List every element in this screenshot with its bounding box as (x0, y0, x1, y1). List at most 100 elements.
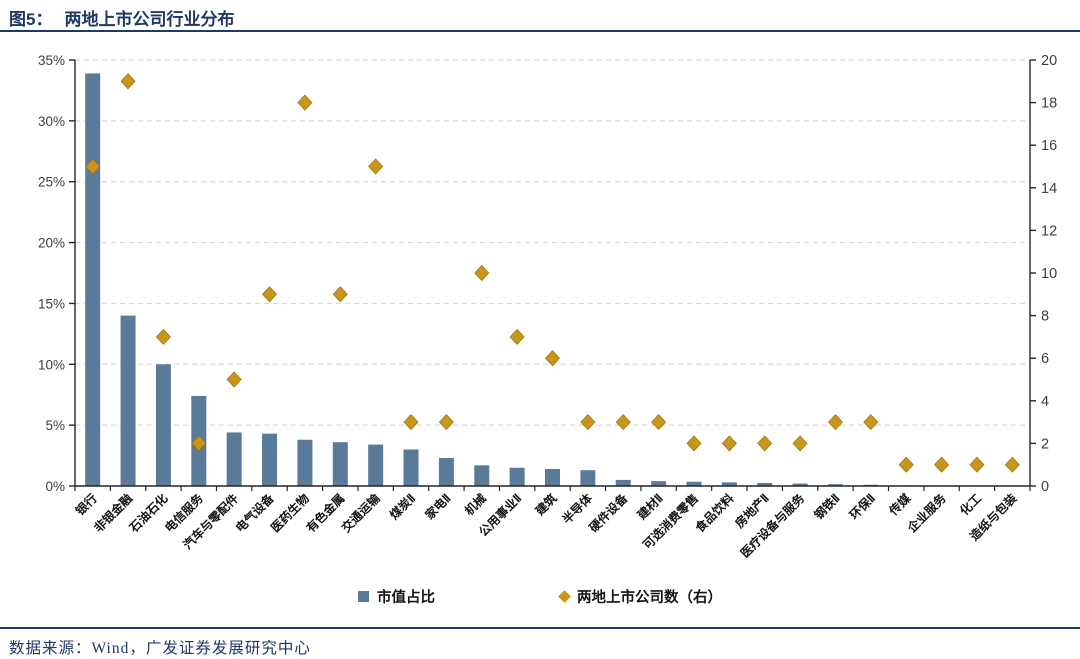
left-axis-tick-label: 25% (38, 175, 65, 190)
right-axis-tick-label: 18 (1041, 96, 1057, 112)
diamond-point-可选消费零售 (686, 435, 702, 452)
diamond-point-医疗设备与服务 (792, 435, 808, 452)
bar-房地产Ⅱ (757, 482, 773, 486)
diamond-point-汽车与零配件 (226, 371, 242, 388)
legend-label-market-cap-share: 市值占比 (377, 590, 435, 606)
diamond-point-企业服务 (934, 456, 950, 473)
legend-item-market-cap-share: 市值占比 (358, 586, 435, 607)
footer-divider (0, 627, 1080, 629)
category-label-煤炭Ⅱ: 煤炭Ⅱ (386, 491, 418, 523)
legend-item-dual-listed-count: 两地上市公司数（右） (558, 586, 722, 607)
bar-银行 (85, 73, 101, 486)
left-axis-tick-label: 20% (38, 236, 65, 251)
category-label-硬件设备: 硬件设备 (586, 490, 631, 535)
diamond-point-煤炭Ⅱ (403, 414, 419, 431)
legend-label-dual-listed-count: 两地上市公司数（右） (577, 590, 722, 606)
bar-电气设备 (262, 433, 278, 486)
chart-legend: 市值占比 两地上市公司数（右） (0, 586, 1080, 607)
diamond-point-食品饮料 (721, 435, 737, 452)
left-axis-tick-label: 15% (38, 296, 65, 311)
diamond-point-建材Ⅱ (651, 414, 667, 431)
right-axis-tick-label: 4 (1041, 394, 1049, 410)
diamond-point-造纸与包装 (1004, 456, 1020, 473)
right-axis-tick-label: 16 (1041, 138, 1057, 154)
category-label-环保Ⅱ: 环保Ⅱ (846, 491, 878, 523)
right-axis-tick-label: 20 (1041, 53, 1057, 69)
category-label-非银金融: 非银金融 (91, 491, 136, 536)
diamond-point-机械 (474, 264, 490, 282)
category-label-化工: 化工 (956, 491, 984, 519)
category-label-企业服务: 企业服务 (903, 490, 949, 536)
right-axis-tick-label: 14 (1041, 181, 1057, 197)
diamond-point-公用事业Ⅱ (509, 328, 525, 345)
category-label-食品饮料: 食品饮料 (691, 491, 736, 536)
category-label-医疗设备与服务: 医疗设备与服务 (737, 490, 808, 561)
category-label-机械: 机械 (461, 491, 489, 519)
bar-有色金属 (332, 442, 348, 486)
bar-食品饮料 (721, 482, 737, 486)
right-axis-tick-label: 8 (1041, 309, 1049, 325)
bar-家电Ⅱ (438, 458, 454, 486)
right-axis-tick-label: 0 (1041, 479, 1049, 495)
diamond-point-银行 (85, 158, 101, 175)
industry-distribution-chart: 0% 5% 10% 15% 20% 25% 30% 35% 0 2 4 6 8 10 12 14 16 18 20 银… (38, 53, 1057, 561)
diamond-point-传媒 (898, 456, 914, 473)
diamond-series-marker-icon (558, 590, 571, 603)
bar-医药生物 (297, 439, 313, 486)
bar-医疗设备与服务 (792, 483, 808, 486)
category-label-石油石化: 石油石化 (125, 491, 170, 536)
diamond-point-电信服务 (191, 435, 207, 452)
diamond-point-房地产Ⅱ (757, 435, 773, 452)
data-source: 数据来源：Wind，广发证券发展研究中心 (9, 640, 311, 657)
category-label-建材Ⅱ: 建材Ⅱ (633, 491, 665, 523)
left-axis-tick-label: 35% (38, 53, 65, 68)
diamond-point-交通运输 (368, 158, 384, 175)
right-axis-tick-label: 2 (1041, 436, 1049, 452)
diamond-point-钢铁Ⅱ (827, 414, 844, 431)
diamond-point-建筑 (544, 350, 561, 367)
bar-石油石化 (155, 364, 171, 486)
category-label-建筑: 建筑 (531, 491, 559, 519)
category-label-钢铁Ⅱ: 钢铁Ⅱ (811, 491, 843, 523)
diamond-point-环保Ⅱ (863, 414, 879, 431)
figure-title: 图5： 两地上市公司行业分布 (9, 5, 234, 30)
diamond-point-电气设备 (261, 286, 278, 303)
category-label-传媒: 传媒 (885, 490, 914, 519)
diamond-point-半导体 (580, 414, 596, 431)
right-axis-tick-label: 10 (1041, 266, 1057, 282)
figure-number-label: 图5： (9, 10, 53, 29)
diamond-point-非银金融 (120, 73, 136, 90)
bar-汽车与零配件 (226, 432, 242, 486)
title-divider (0, 30, 1080, 32)
right-axis-tick-label: 6 (1041, 351, 1049, 367)
diamond-point-有色金属 (332, 286, 348, 303)
bar-建材Ⅱ (651, 481, 667, 486)
bar-半导体 (580, 470, 596, 486)
bar-可选消费零售 (686, 481, 702, 486)
bar-交通运输 (368, 444, 384, 486)
diamond-point-医药生物 (297, 94, 313, 111)
left-axis-tick-label: 30% (38, 114, 65, 129)
bar-非银金融 (120, 315, 136, 486)
diamond-point-硬件设备 (615, 414, 631, 431)
bar-公用事业Ⅱ (509, 467, 525, 486)
left-axis-tick-label: 10% (38, 357, 65, 372)
diamond-point-化工 (969, 456, 985, 473)
bar-硬件设备 (615, 479, 631, 486)
bar-煤炭Ⅱ (403, 449, 419, 486)
category-label-银行: 银行 (72, 491, 100, 519)
category-label-交通运输: 交通运输 (338, 490, 383, 535)
category-label-家电Ⅱ: 家电Ⅱ (422, 491, 454, 523)
right-axis-tick-label: 12 (1041, 223, 1057, 239)
category-label-有色金属: 有色金属 (303, 491, 348, 536)
bar-机械 (474, 465, 490, 486)
category-label-医药生物: 医药生物 (267, 491, 312, 536)
figure-title-text: 两地上市公司行业分布 (64, 10, 235, 29)
bar-钢铁Ⅱ (827, 484, 843, 486)
bar-series-marker-icon (358, 591, 369, 602)
bar-建筑 (545, 468, 560, 486)
left-axis-tick-label: 0% (45, 479, 65, 494)
left-axis-tick-label: 5% (45, 418, 65, 433)
diamond-point-家电Ⅱ (438, 414, 454, 431)
